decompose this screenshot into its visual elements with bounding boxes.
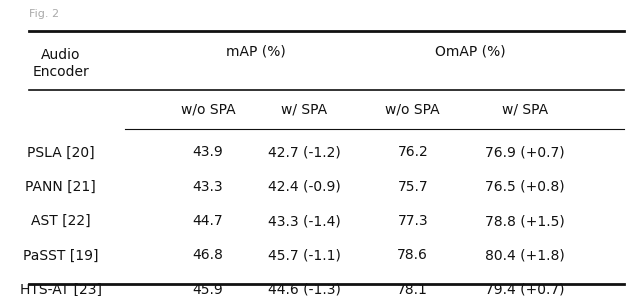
Text: AST [22]: AST [22] — [31, 214, 91, 228]
Text: 80.4 (+1.8): 80.4 (+1.8) — [485, 248, 564, 263]
Point — [121, 127, 129, 131]
Text: 45.7 (-1.1): 45.7 (-1.1) — [268, 248, 340, 263]
Text: 43.3 (-1.4): 43.3 (-1.4) — [268, 214, 340, 228]
Text: 77.3: 77.3 — [397, 214, 428, 228]
Text: w/o SPA: w/o SPA — [180, 102, 236, 117]
Text: 78.1: 78.1 — [397, 283, 428, 296]
Text: 78.8 (+1.5): 78.8 (+1.5) — [485, 214, 564, 228]
Text: PaSST [19]: PaSST [19] — [23, 248, 99, 263]
Text: 76.5 (+0.8): 76.5 (+0.8) — [485, 180, 564, 194]
Text: 46.8: 46.8 — [193, 248, 223, 263]
Text: PSLA [20]: PSLA [20] — [27, 145, 95, 160]
Point — [620, 127, 628, 131]
Text: 75.7: 75.7 — [397, 180, 428, 194]
Text: 43.3: 43.3 — [193, 180, 223, 194]
Text: HTS-AT [23]: HTS-AT [23] — [20, 283, 102, 296]
Text: 78.6: 78.6 — [397, 248, 428, 263]
Text: w/ SPA: w/ SPA — [502, 102, 548, 117]
Text: w/ SPA: w/ SPA — [281, 102, 327, 117]
Text: 45.9: 45.9 — [193, 283, 223, 296]
Text: mAP (%): mAP (%) — [226, 45, 286, 59]
Text: PANN [21]: PANN [21] — [26, 180, 96, 194]
Text: 42.7 (-1.2): 42.7 (-1.2) — [268, 145, 340, 160]
Text: 44.6 (-1.3): 44.6 (-1.3) — [268, 283, 340, 296]
Text: 76.2: 76.2 — [397, 145, 428, 160]
Text: 79.4 (+0.7): 79.4 (+0.7) — [485, 283, 564, 296]
Text: 42.4 (-0.9): 42.4 (-0.9) — [268, 180, 340, 194]
Text: Fig. 2: Fig. 2 — [29, 9, 59, 19]
Text: OmAP (%): OmAP (%) — [435, 45, 506, 59]
Text: 44.7: 44.7 — [193, 214, 223, 228]
Text: Audio
Encoder: Audio Encoder — [33, 48, 89, 79]
Text: 76.9 (+0.7): 76.9 (+0.7) — [485, 145, 564, 160]
Text: w/o SPA: w/o SPA — [385, 102, 440, 117]
Text: 43.9: 43.9 — [193, 145, 223, 160]
